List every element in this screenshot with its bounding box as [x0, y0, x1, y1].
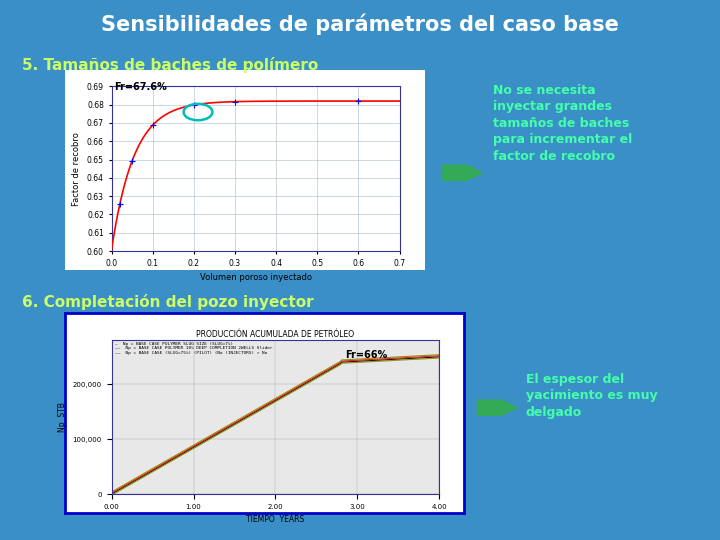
Text: 6. Completación del pozo inyector: 6. Completación del pozo inyector: [22, 294, 313, 310]
Title: PRODUCCIÓN ACUMULADA DE PETRÓLEO: PRODUCCIÓN ACUMULADA DE PETRÓLEO: [197, 330, 354, 340]
Text: Sensibilidades de parámetros del caso base: Sensibilidades de parámetros del caso ba…: [101, 14, 619, 35]
Text: —  Np = BASE CASE POLYMER SLUG SIZE (SLUG=7%)
——  Np = BASE CASE POLYMER 10% DEE: — Np = BASE CASE POLYMER SLUG SIZE (SLUG…: [115, 342, 272, 355]
Y-axis label: Np  STB: Np STB: [58, 402, 67, 432]
X-axis label: TIEMPO  YEARS: TIEMPO YEARS: [246, 515, 305, 524]
FancyArrow shape: [477, 400, 517, 415]
Text: El espesor del
yacimiento es muy
delgado: El espesor del yacimiento es muy delgado: [526, 373, 657, 418]
Text: 5. Tamaños de baches de polímero: 5. Tamaños de baches de polímero: [22, 57, 318, 73]
Text: Fr=66%: Fr=66%: [345, 350, 387, 360]
Text: No se necesita
inyectar grandes
tamaños de baches
para incrementar el
factor de : No se necesita inyectar grandes tamaños …: [493, 84, 632, 163]
Text: Fr=67.6%: Fr=67.6%: [114, 82, 166, 92]
X-axis label: Volumen poroso inyectado: Volumen poroso inyectado: [199, 273, 312, 282]
Y-axis label: Factor de recobro: Factor de recobro: [73, 132, 81, 206]
FancyArrow shape: [443, 165, 482, 180]
